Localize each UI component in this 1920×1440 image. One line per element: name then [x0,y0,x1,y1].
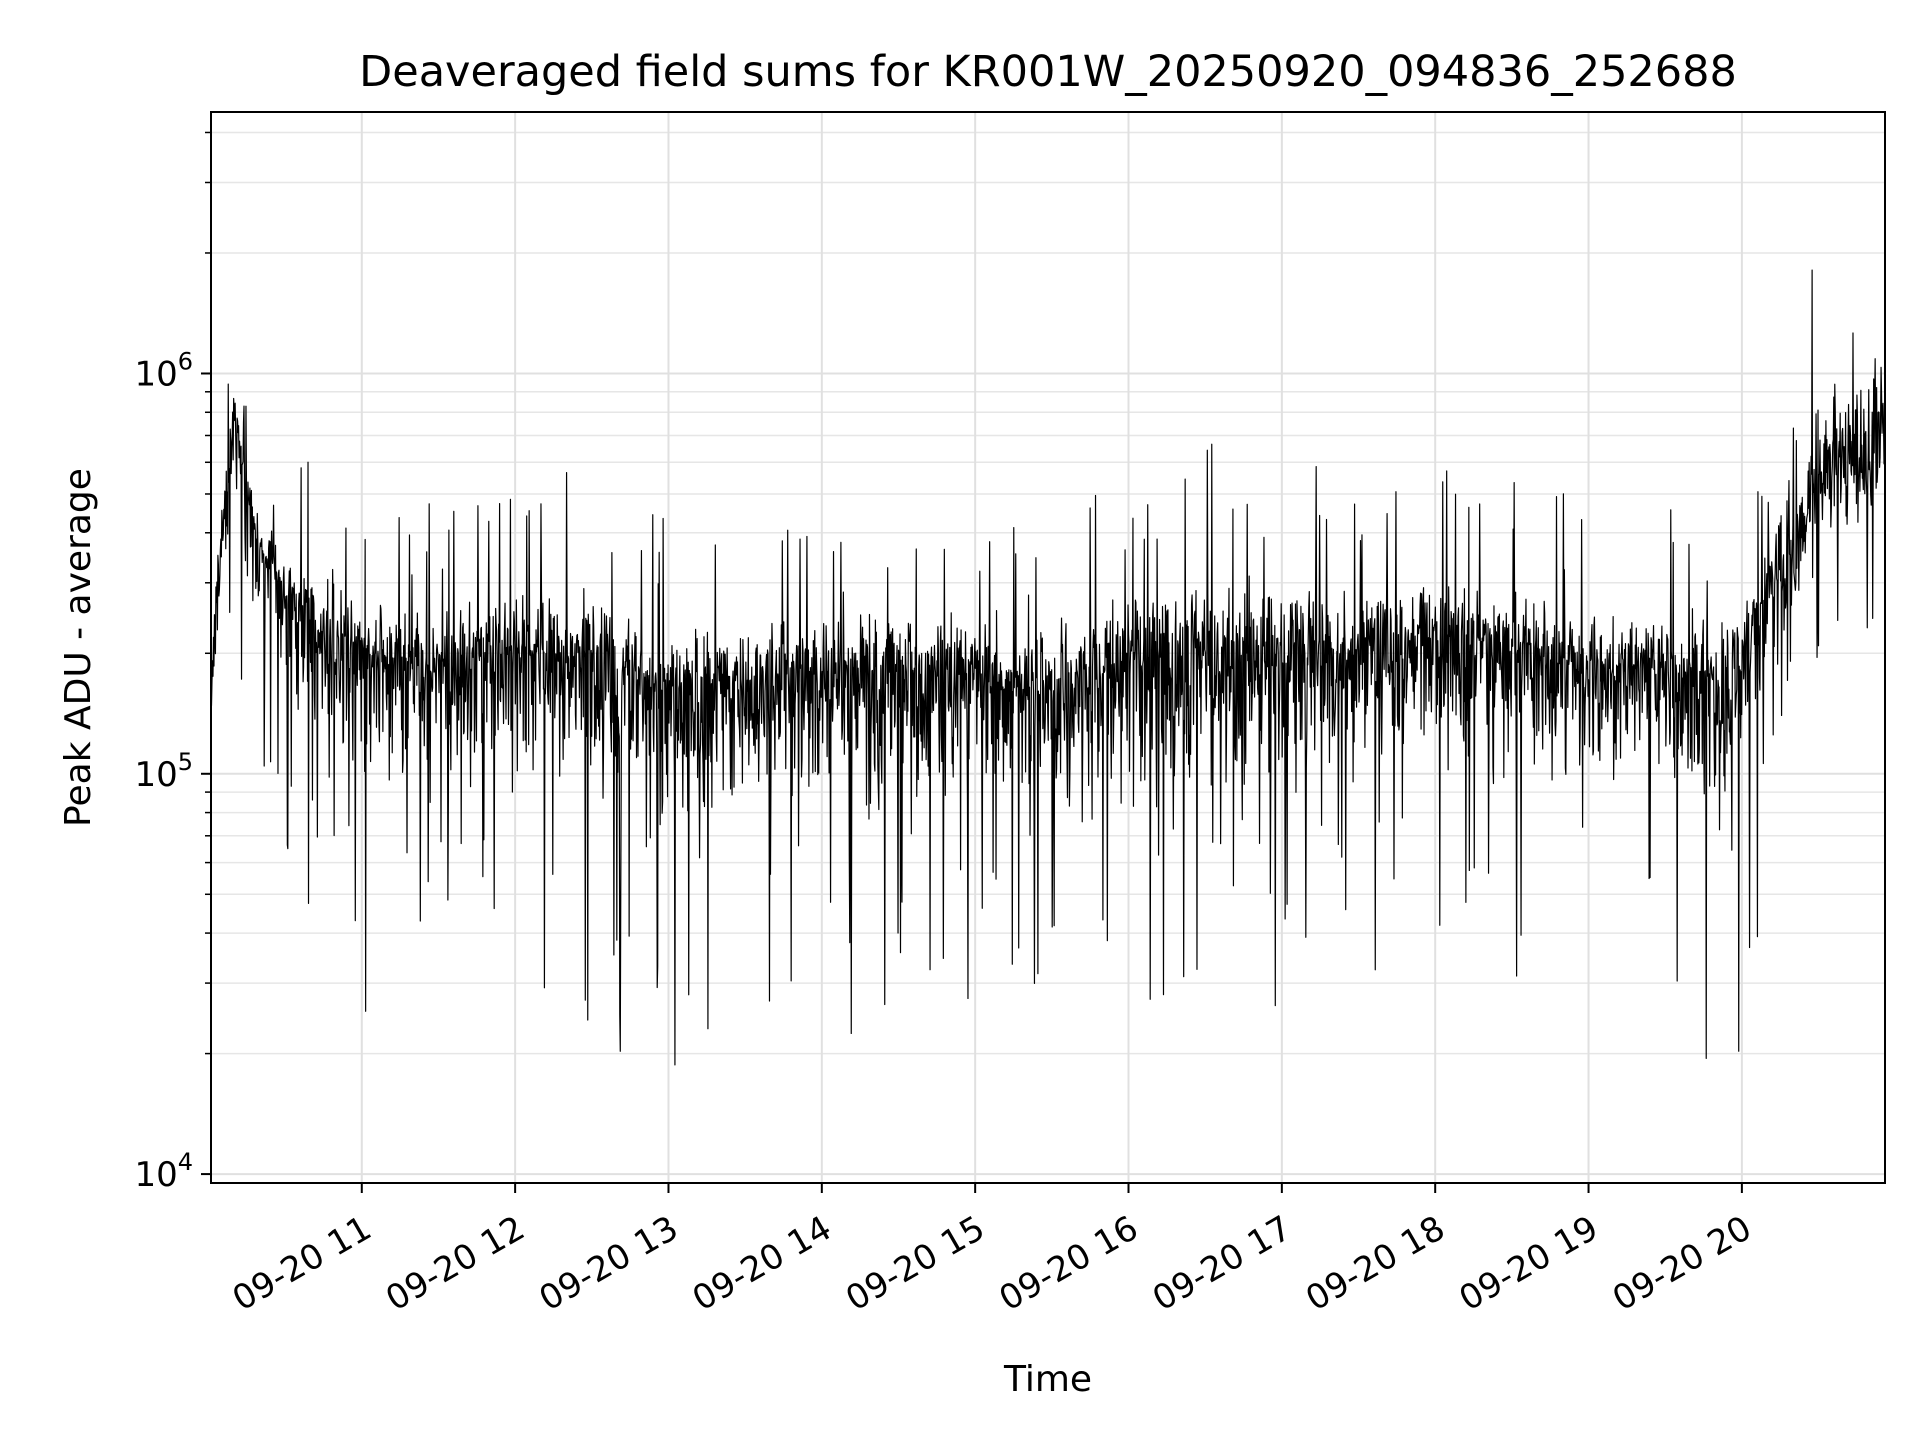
y-tick-label: 105 [134,748,193,795]
chart-title: Deaveraged field sums for KR001W_2025092… [359,47,1737,97]
x-axis-label: Time [1003,1359,1092,1400]
y-tick-label: 104 [134,1148,193,1195]
series-layer [210,269,1886,1066]
y-axis-ticks: 104 105 106 [134,131,211,1195]
plot-frame [210,111,1886,1184]
series-line [210,269,1886,1066]
y-tick-label: 106 [134,347,193,394]
y-axis-label: Peak ADU - average [58,468,99,827]
